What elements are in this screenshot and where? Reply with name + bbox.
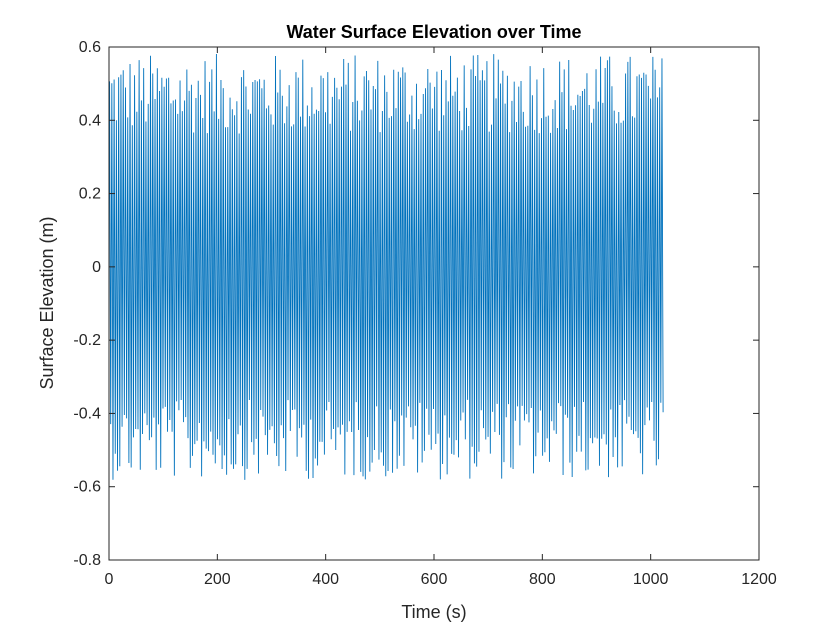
y-tick-label: -0.2 (73, 332, 101, 349)
x-axis-title: Time (s) (401, 602, 466, 622)
series-line (109, 53, 664, 480)
x-tick-label: 400 (312, 571, 339, 588)
x-tick-label: 1200 (741, 571, 777, 588)
y-ticks: -0.8 -0.6 -0.4 -0.2 0 0.2 0.4 0.6 (73, 39, 759, 569)
x-tick-label: 600 (421, 571, 448, 588)
y-tick-label: 0 (92, 259, 101, 276)
chart-title: Water Surface Elevation over Time (286, 22, 581, 42)
y-tick-label: -0.8 (73, 552, 101, 569)
x-tick-label: 0 (105, 571, 114, 588)
series-layer (109, 53, 664, 480)
y-axis-title: Surface Elevation (m) (37, 216, 57, 389)
x-tick-label: 800 (529, 571, 556, 588)
y-tick-label: 0.4 (79, 112, 101, 129)
x-ticks: 0 200 400 600 800 1000 1200 (105, 47, 777, 588)
x-tick-label: 1000 (633, 571, 669, 588)
y-tick-label: 0.2 (79, 186, 101, 203)
y-tick-label: -0.6 (73, 479, 101, 496)
y-tick-label: -0.4 (73, 405, 101, 422)
y-tick-label: 0.6 (79, 39, 101, 56)
x-tick-label: 200 (204, 571, 231, 588)
